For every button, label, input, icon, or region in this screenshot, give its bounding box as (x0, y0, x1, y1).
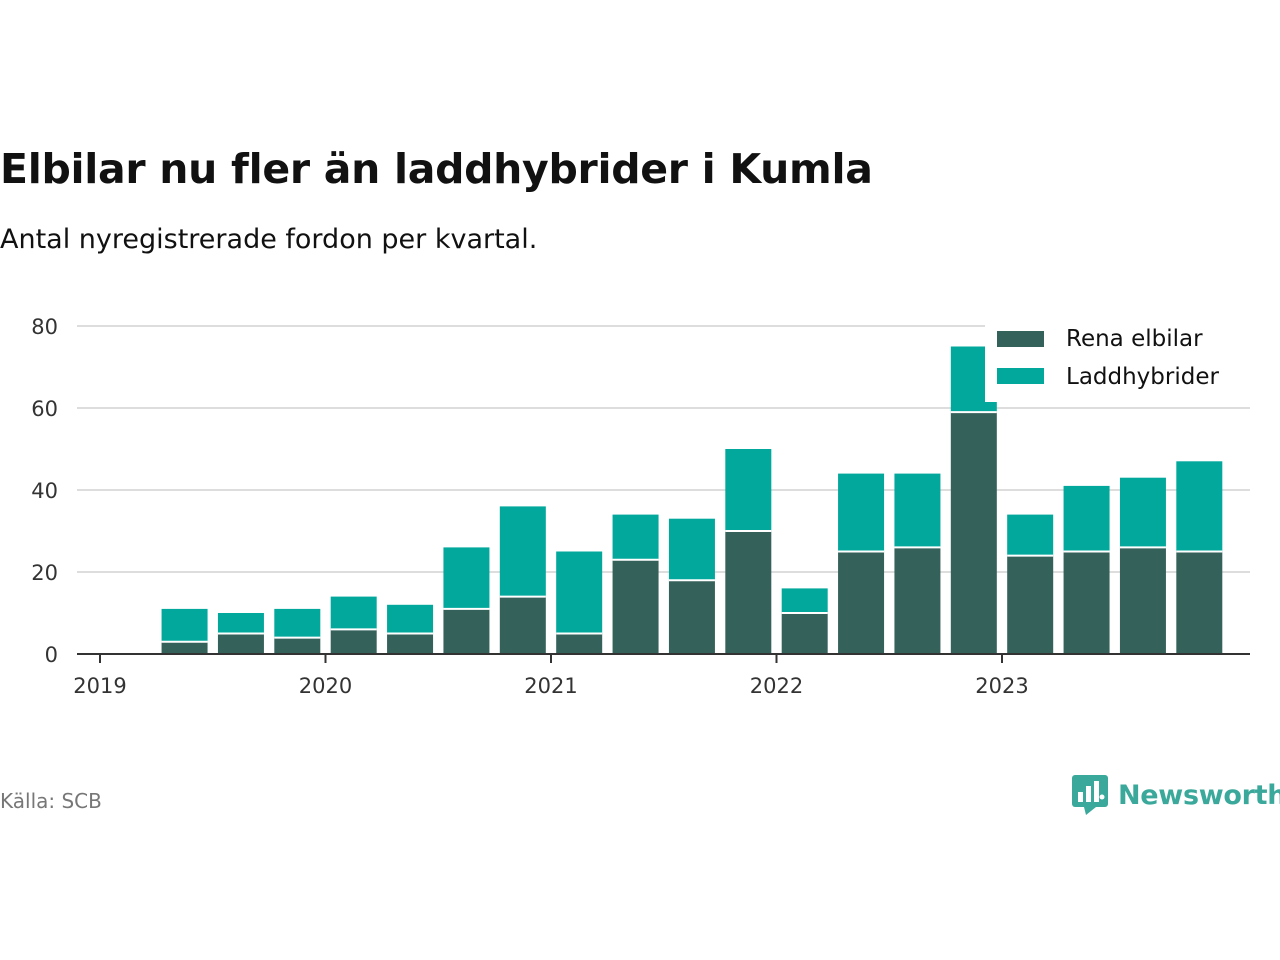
bar-laddhybrider-3 (330, 596, 377, 630)
bar-rena-elbilar-0 (161, 641, 208, 654)
y-tick-label-0: 0 (45, 643, 58, 667)
source-note: Källa: SCB (0, 789, 102, 813)
bar-laddhybrider-2 (274, 608, 321, 638)
bar-laddhybrider-12 (838, 473, 885, 552)
y-tick-label-80: 80 (31, 315, 58, 339)
bar-rena-elbilar-17 (1119, 547, 1166, 654)
legend-label-laddhybrider: Laddhybrider (1066, 364, 1219, 390)
x-tick-label-2022: 2022 (750, 674, 803, 698)
bar-laddhybrider-17 (1119, 477, 1166, 548)
bar-laddhybrider-13 (894, 473, 941, 548)
bar-rena-elbilar-16 (1063, 551, 1110, 654)
bar-rena-elbilar-11 (781, 613, 828, 654)
bar-rena-elbilar-10 (725, 531, 772, 654)
newsworthy-bar-icon (1072, 775, 1108, 815)
x-tick-label-2020: 2020 (299, 674, 352, 698)
bar-laddhybrider-1 (217, 613, 264, 634)
bar-laddhybrider-4 (387, 604, 434, 634)
bar-rena-elbilar-6 (499, 596, 546, 654)
bar-rena-elbilar-5 (443, 608, 490, 654)
bar-laddhybrider-0 (161, 608, 208, 642)
chart-subtitle: Antal nyregistrerade fordon per kvartal. (0, 224, 538, 255)
bar-rena-elbilar-7 (556, 633, 603, 654)
bar-laddhybrider-9 (668, 518, 715, 581)
bar-laddhybrider-8 (612, 514, 659, 560)
x-tick-label-2019: 2019 (73, 674, 126, 698)
bar-laddhybrider-16 (1063, 485, 1110, 552)
bar-rena-elbilar-1 (217, 633, 264, 654)
bar-laddhybrider-10 (725, 449, 772, 531)
bar-laddhybrider-18 (1176, 461, 1223, 552)
x-axis-labels: 2019 2020 2021 2022 2023 (73, 654, 1029, 698)
brand-name: Newsworthy (1118, 779, 1280, 811)
bar-rena-elbilar-13 (894, 547, 941, 654)
bar-rena-elbilar-4 (387, 633, 434, 654)
y-tick-label-20: 20 (31, 561, 58, 585)
bar-rena-elbilar-2 (274, 637, 321, 654)
bar-rena-elbilar-14 (950, 412, 997, 654)
bars (161, 346, 1223, 654)
bar-laddhybrider-15 (1007, 514, 1054, 556)
bar-laddhybrider-7 (556, 551, 603, 634)
legend-swatch-rena-elbilar (997, 331, 1044, 347)
x-tick-label-2023: 2023 (975, 674, 1028, 698)
chart-title: Elbilar nu fler än laddhybrider i Kumla (0, 145, 873, 193)
legend-label-rena-elbilar: Rena elbilar (1066, 326, 1203, 352)
x-tick-label-2021: 2021 (524, 674, 577, 698)
stacked-bar-chart: 0 20 40 60 80 2019 2020 2021 2022 2023 Rena elbi… (31, 315, 1250, 698)
y-tick-label-60: 60 (31, 397, 58, 421)
y-tick-label-40: 40 (31, 479, 58, 503)
bar-rena-elbilar-18 (1176, 551, 1223, 654)
bar-rena-elbilar-8 (612, 559, 659, 654)
y-axis-labels: 0 20 40 60 80 (31, 315, 58, 667)
legend-swatch-laddhybrider (997, 368, 1044, 384)
newsworthy-logo[interactable]: Newsworthy (1072, 775, 1280, 815)
bar-rena-elbilar-12 (838, 551, 885, 654)
bar-rena-elbilar-9 (668, 580, 715, 654)
legend: Rena elbilar Laddhybrider (985, 320, 1250, 402)
bar-laddhybrider-11 (781, 588, 828, 613)
bar-laddhybrider-5 (443, 547, 490, 609)
bar-rena-elbilar-15 (1007, 555, 1054, 654)
bar-rena-elbilar-3 (330, 629, 377, 654)
bar-laddhybrider-6 (499, 506, 546, 597)
